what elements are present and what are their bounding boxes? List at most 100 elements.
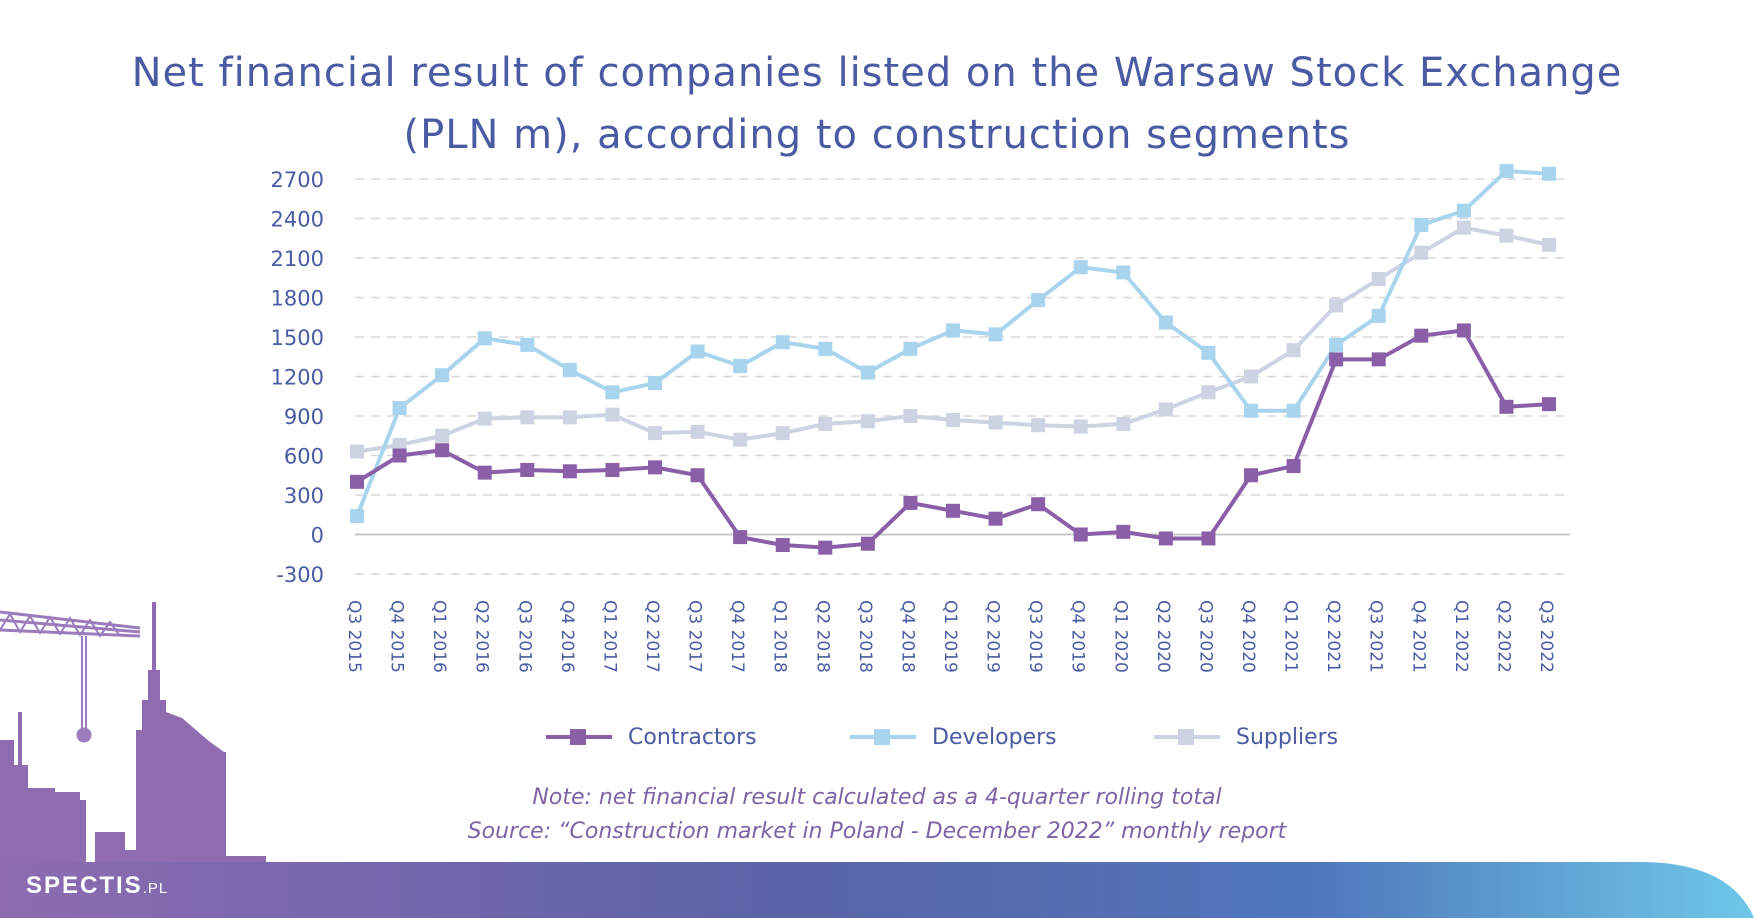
legend: Contractors Developers Suppliers bbox=[0, 722, 1754, 752]
legend-label-contractors: Contractors bbox=[628, 724, 757, 750]
data-point-developers bbox=[648, 376, 662, 391]
x-tick-label: Q1 2021 bbox=[1281, 600, 1301, 673]
data-point-suppliers bbox=[733, 432, 748, 447]
data-point-suppliers bbox=[1542, 237, 1556, 252]
data-point-contractors bbox=[1073, 527, 1088, 542]
chart-source: Source: “Construction market in Poland -… bbox=[467, 819, 1287, 844]
x-tick-label: Q3 2020 bbox=[1195, 600, 1215, 673]
data-point-suppliers bbox=[1414, 245, 1429, 260]
data-point-suppliers bbox=[690, 424, 705, 439]
x-tick-label: Q1 2016 bbox=[429, 600, 449, 673]
x-tick-label: Q3 2022 bbox=[1536, 600, 1556, 673]
legend-label-developers: Developers bbox=[932, 724, 1057, 750]
data-point-suppliers bbox=[1116, 416, 1131, 431]
data-point-developers bbox=[1201, 345, 1216, 360]
y-tick-label: 1500 bbox=[271, 326, 324, 350]
logo-main-text: SPECTIS bbox=[26, 872, 143, 899]
data-point-contractors bbox=[392, 448, 407, 463]
data-point-developers bbox=[1244, 403, 1258, 418]
data-point-developers bbox=[860, 365, 875, 380]
data-point-contractors bbox=[1201, 531, 1216, 546]
legend-marker-suppliers bbox=[1154, 729, 1220, 745]
x-tick-label: Q3 2015 bbox=[344, 600, 364, 673]
legend-label-suppliers: Suppliers bbox=[1236, 724, 1339, 750]
data-point-suppliers bbox=[818, 416, 833, 431]
data-point-contractors bbox=[903, 495, 918, 510]
x-tick-label: Q3 2017 bbox=[685, 600, 705, 673]
x-tick-label: Q1 2017 bbox=[599, 600, 619, 673]
x-tick-label: Q1 2018 bbox=[770, 600, 790, 673]
data-point-suppliers bbox=[1456, 220, 1471, 235]
legend-marker-developers bbox=[850, 729, 916, 745]
data-point-contractors bbox=[860, 536, 875, 551]
y-tick-label: 2700 bbox=[271, 168, 324, 192]
data-point-contractors bbox=[946, 503, 960, 518]
x-tick-label: Q4 2018 bbox=[897, 600, 917, 673]
series-developers bbox=[350, 164, 1556, 524]
data-point-suppliers bbox=[1286, 343, 1301, 358]
data-point-suppliers bbox=[1073, 419, 1088, 434]
data-point-developers bbox=[775, 335, 790, 350]
chart-title-line-1: Net financial result of companies listed… bbox=[131, 50, 1623, 96]
data-point-suppliers bbox=[1201, 385, 1216, 400]
data-point-contractors bbox=[690, 468, 705, 483]
y-tick-label: 300 bbox=[284, 484, 324, 508]
data-point-suppliers bbox=[520, 410, 535, 425]
data-point-contractors bbox=[350, 474, 364, 489]
series-lines bbox=[350, 164, 1556, 555]
data-point-suppliers bbox=[562, 410, 577, 425]
data-point-suppliers bbox=[1031, 418, 1046, 433]
data-point-contractors bbox=[605, 462, 620, 477]
x-tick-label: Q4 2016 bbox=[557, 600, 577, 673]
spectis-logo: SPECTIS.PL bbox=[26, 872, 168, 900]
x-tick-label: Q4 2021 bbox=[1408, 600, 1428, 673]
y-tick-label: 900 bbox=[284, 405, 324, 429]
x-tick-label: Q2 2019 bbox=[983, 600, 1003, 673]
data-point-developers bbox=[605, 385, 620, 400]
data-point-contractors bbox=[1031, 497, 1046, 512]
data-point-developers bbox=[1116, 265, 1131, 280]
data-point-suppliers bbox=[1329, 298, 1344, 313]
chart-title: Net financial result of companies listed… bbox=[0, 42, 1754, 166]
chart-note: Note: net financial result calculated as… bbox=[532, 785, 1222, 810]
x-tick-label: Q4 2017 bbox=[727, 600, 747, 673]
data-point-contractors bbox=[1158, 531, 1173, 546]
data-point-developers bbox=[690, 344, 705, 359]
data-point-developers bbox=[1499, 164, 1514, 179]
data-point-developers bbox=[733, 358, 748, 373]
data-point-contractors bbox=[733, 530, 748, 545]
data-point-developers bbox=[903, 341, 918, 356]
x-tick-label: Q1 2022 bbox=[1451, 600, 1471, 673]
x-tick-label: Q2 2018 bbox=[812, 600, 832, 673]
data-point-contractors bbox=[477, 465, 492, 480]
x-tick-label: Q3 2019 bbox=[1025, 600, 1045, 673]
data-point-suppliers bbox=[477, 411, 492, 426]
x-tick-label: Q3 2018 bbox=[855, 600, 875, 673]
data-point-suppliers bbox=[435, 428, 450, 443]
data-point-suppliers bbox=[1158, 402, 1173, 417]
crane-icon bbox=[0, 610, 141, 743]
data-point-contractors bbox=[435, 443, 450, 458]
y-tick-label: 2400 bbox=[271, 208, 324, 232]
data-point-contractors bbox=[1499, 399, 1514, 414]
data-point-developers bbox=[350, 509, 364, 524]
y-tick-label: 2100 bbox=[271, 247, 324, 271]
x-tick-label: Q1 2019 bbox=[940, 600, 960, 673]
x-tick-label: Q1 2020 bbox=[1110, 600, 1130, 673]
data-point-developers bbox=[1031, 293, 1046, 308]
data-point-developers bbox=[1542, 166, 1556, 181]
y-tick-label: 1200 bbox=[271, 366, 324, 390]
data-point-suppliers bbox=[350, 444, 364, 459]
x-tick-label: Q3 2021 bbox=[1366, 600, 1386, 673]
series-contractors bbox=[350, 323, 1556, 555]
data-point-contractors bbox=[818, 540, 833, 555]
chart-title-line-2: (PLN m), according to construction segme… bbox=[403, 112, 1351, 158]
x-tick-label: Q3 2016 bbox=[514, 600, 534, 673]
data-point-suppliers bbox=[1499, 228, 1514, 243]
data-point-contractors bbox=[1414, 328, 1429, 343]
data-point-contractors bbox=[775, 538, 790, 553]
x-tick-label: Q2 2016 bbox=[472, 600, 492, 673]
data-point-suppliers bbox=[605, 407, 620, 422]
data-point-contractors bbox=[562, 464, 577, 479]
